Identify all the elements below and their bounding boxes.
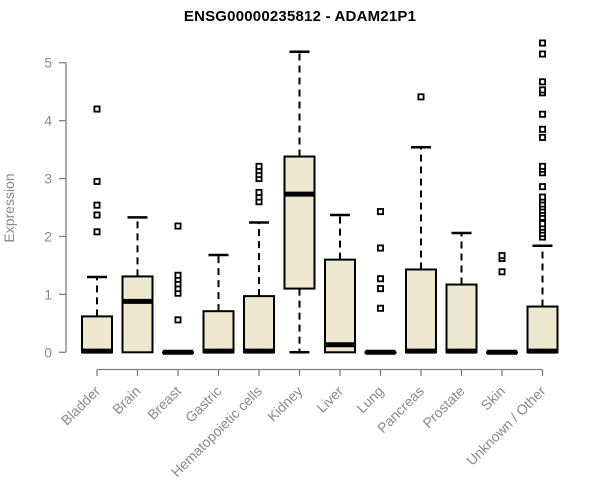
x-category-label-prostate: Prostate: [419, 383, 467, 431]
box-pancreas: [405, 93, 437, 354]
outlier-point: [93, 201, 101, 209]
x-category-label-skin: Skin: [478, 383, 509, 414]
y-tick-label: 1: [44, 286, 52, 302]
outlier-point: [376, 244, 384, 252]
box-brain: [121, 216, 154, 354]
x-category-label-liver: Liver: [313, 383, 346, 416]
box-gastric: [202, 253, 235, 354]
outlier-point: [539, 133, 547, 141]
outlier-point: [539, 125, 547, 133]
outlier-point: [539, 78, 547, 86]
y-tick-label: 3: [44, 171, 52, 187]
outlier-point: [376, 285, 384, 293]
iqr-box: [243, 295, 275, 354]
outlier-point: [93, 105, 101, 113]
outlier-point: [174, 316, 182, 324]
x-category-label-brain: Brain: [109, 383, 143, 417]
outlier-point: [174, 222, 182, 230]
outlier-point: [539, 193, 547, 201]
iqr-box: [121, 275, 154, 354]
box-skin: [486, 252, 518, 355]
y-axis-title: Expression: [1, 173, 17, 242]
x-category-label-breast: Breast: [144, 383, 184, 423]
box-unknown-other: [526, 39, 559, 354]
outlier-point: [417, 93, 425, 101]
outlier-point: [93, 211, 101, 219]
outlier-point: [539, 39, 547, 47]
outlier-point: [539, 86, 547, 94]
x-category-label-lung: Lung: [353, 383, 386, 416]
outlier-point: [498, 268, 506, 276]
x-category-label-kidney: Kidney: [264, 383, 306, 425]
outlier-point: [376, 304, 384, 312]
iqr-box: [405, 268, 437, 354]
box-prostate: [445, 231, 478, 354]
iqr-box: [81, 315, 113, 354]
box-bladder: [81, 105, 113, 354]
iqr-box: [283, 155, 316, 290]
iqr-box: [445, 283, 478, 354]
iqr-box: [526, 305, 559, 354]
outlier-point: [498, 252, 506, 260]
y-tick-label: 5: [44, 55, 52, 71]
outlier-point: [255, 188, 263, 196]
outlier-point: [93, 228, 101, 236]
box-kidney: [283, 50, 316, 354]
box-lung: [364, 208, 397, 355]
chart-title: ENSG00000235812 - ADAM21P1: [183, 8, 417, 25]
outlier-point: [539, 162, 547, 170]
y-tick-label: 4: [44, 113, 52, 129]
box-hematopoietic-cells: [243, 162, 275, 354]
outlier-point: [539, 50, 547, 58]
outlier-point: [539, 220, 547, 228]
outlier-point: [255, 162, 263, 170]
outlier-point: [174, 271, 182, 279]
iqr-box: [202, 310, 235, 354]
outlier-point: [376, 208, 384, 216]
outlier-point: [539, 183, 547, 191]
box-breast: [162, 222, 194, 355]
x-category-label-bladder: Bladder: [58, 383, 104, 429]
outlier-point: [539, 110, 547, 118]
box-liver: [324, 213, 356, 354]
outlier-point: [93, 177, 101, 185]
y-tick-label: 2: [44, 228, 52, 244]
y-tick-label: 0: [44, 344, 52, 360]
iqr-box: [324, 258, 356, 354]
outlier-point: [376, 275, 384, 283]
